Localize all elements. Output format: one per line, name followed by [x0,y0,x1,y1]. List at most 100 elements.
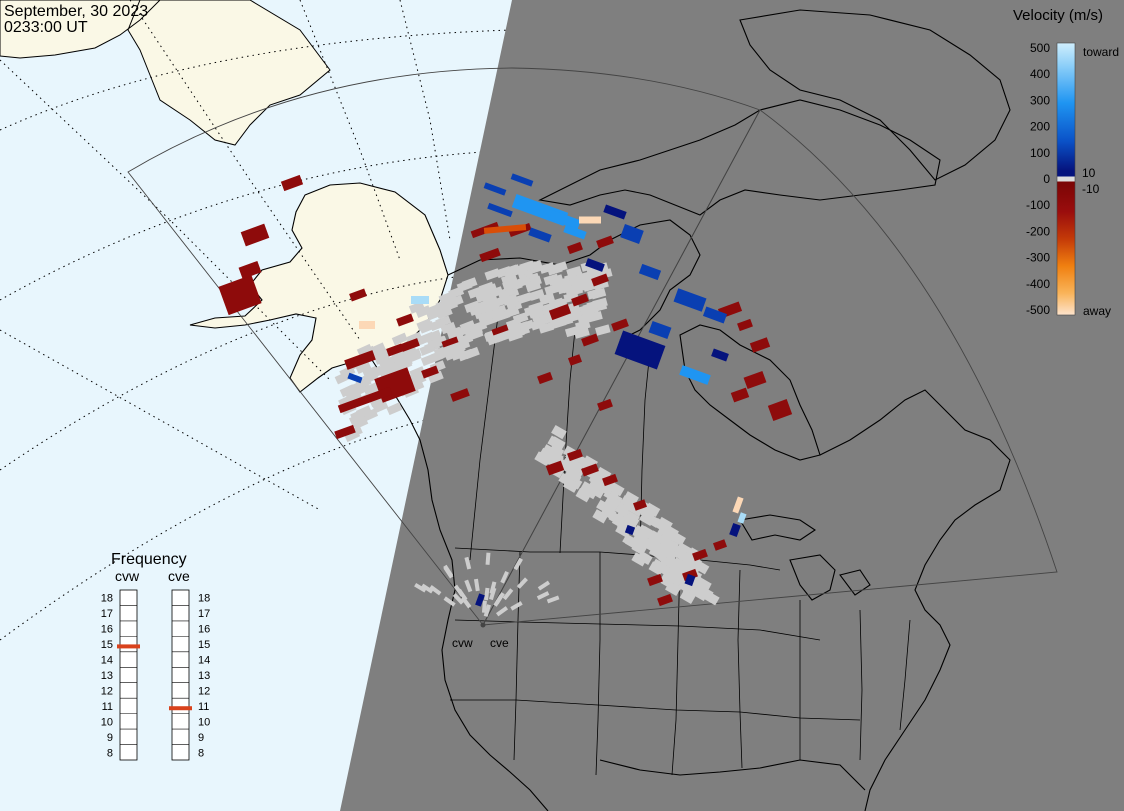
groundscatter-cell [538,292,555,305]
groundscatter-cell [348,412,366,426]
groundscatter-cell [463,346,480,360]
groundscatter-cell [487,286,504,299]
groundscatter-cell [530,318,547,331]
groundscatter-cell [481,314,498,327]
frequency-scale-label: 17 [198,608,210,620]
away-velocity-cell [692,548,708,562]
groundscatter-cell [418,331,435,345]
radar-site-marker [480,622,486,628]
groundscatter-cell [623,513,640,529]
groundscatter-cell [408,301,425,314]
groundscatter-cell [405,350,422,364]
toward-velocity-cell [487,202,513,218]
away-velocity-cell [647,573,663,587]
away-velocity-cell [218,274,262,316]
groundscatter-cell [587,288,603,300]
siberia-land [0,0,331,146]
frequency-scale-label: 9 [198,732,204,744]
away-velocity-cell [567,241,583,255]
away-velocity-cell [732,496,744,514]
groundscatter-cell [670,531,686,546]
away-velocity-cell [632,499,648,511]
groundscatter-cell [557,282,573,295]
groundscatter-cell [440,321,457,335]
groundscatter-cell [502,588,514,601]
alaska-land [189,182,449,393]
toward-velocity-cell [620,224,644,244]
frequency-scale-label: 8 [107,747,113,759]
groundscatter-cell [667,572,684,587]
groundscatter-cell [495,606,509,617]
away-velocity-cell [238,260,262,280]
groundscatter-cell [443,347,460,360]
groundscatter-cell [409,366,426,379]
groundscatter-cell [548,444,565,459]
groundscatter-cell [679,589,696,605]
groundscatter-cell [429,318,446,332]
groundscatter-cell [421,583,434,594]
groundscatter-cell [486,333,503,346]
frequency-column-cvw [119,589,138,761]
frequency-scale-label: 15 [198,639,210,651]
radar-label-cvw: cvw [452,636,473,650]
groundscatter-cell [633,525,649,540]
groundscatter-cell [435,298,452,312]
groundscatter-cell [481,283,498,296]
groundscatter-cell [538,447,555,463]
toward-velocity-cell [679,365,711,385]
colorbar-tick-label: -500 [1026,303,1050,317]
groundscatter-cell [362,408,379,422]
toward-velocity-cell [603,204,627,220]
away-velocity-cell [337,386,393,414]
groundscatter-cell [526,275,542,288]
frequency-panel: Frequency cvw cve 18 17 16 15 14 13 12 11 10 9 8 18… [101,551,210,761]
groundscatter-cell [608,482,625,497]
groundscatter-cell [516,577,528,589]
away-velocity-cell [359,321,375,329]
away-velocity-cell [657,593,673,607]
colorbar-tick-label: -100 [1026,198,1050,212]
groundscatter-cell [464,579,473,593]
groundscatter-cell [604,494,621,510]
groundscatter-cell [671,557,688,572]
frequency-scale-label: 12 [198,685,210,697]
groundscatter-cell [485,552,491,565]
groundscatter-cell [659,573,676,588]
toward-velocity-cell [684,573,696,587]
velocity-colorbar: Velocity (m/s) 500 400 300 200 100 0 -100 -200 -… [1013,7,1119,318]
colorbar-tick-label: 500 [1030,41,1050,55]
colorbar-small-tick-neg10: -10 [1082,182,1100,196]
groundscatter-cell [620,495,637,510]
away-velocity-cell [597,398,613,412]
frequency-scale-label: 16 [198,624,210,636]
groundscatter-cell [420,353,437,367]
groundscatter-cell [697,586,714,601]
groundscatter-cell [566,310,583,323]
groundscatter-cell [493,594,504,607]
groundscatter-cell [484,587,490,601]
groundscatter-cell [467,286,484,299]
groundscatter-cell [528,288,545,301]
away-velocity-cell [730,387,750,403]
frequency-title: Frequency [111,551,187,568]
groundscatter-cell [448,286,465,299]
away-velocity-cell [743,370,767,390]
groundscatter-cell [608,511,625,526]
groundscatter-cell [575,488,592,503]
groundscatter-cell [447,295,464,308]
groundscatter-cell [660,554,677,569]
away-velocity-cell [712,539,728,551]
groundscatter-cell [482,294,499,308]
away-velocity-cell [280,174,304,192]
away-velocity-cell [571,293,589,307]
groundscatter-cell [576,271,593,283]
groundscatter-cell [391,332,408,346]
groundscatter-cell [453,584,464,597]
colorbar-tick-label: -200 [1026,224,1050,238]
great-lakes [739,514,871,601]
away-velocity-cell [567,448,583,462]
away-velocity-cell [450,388,470,402]
groundscatter-cell [567,458,584,474]
away-velocity-cell [767,399,793,421]
groundscatter-cell [631,541,648,556]
